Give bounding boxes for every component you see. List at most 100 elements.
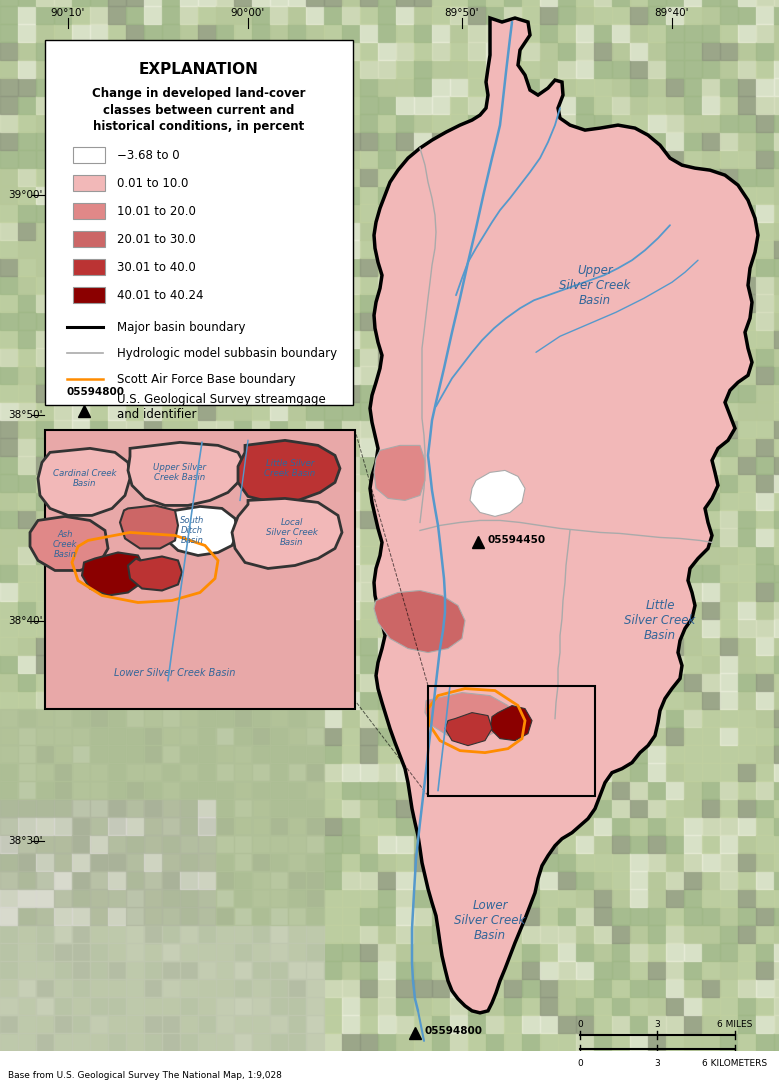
Bar <box>774 673 779 690</box>
Bar <box>306 637 324 654</box>
Bar <box>144 277 162 294</box>
Bar <box>738 366 756 384</box>
Bar <box>450 960 468 979</box>
Bar <box>738 7 756 24</box>
Bar <box>540 132 558 150</box>
Bar <box>72 511 90 528</box>
Bar <box>252 24 270 42</box>
Bar <box>324 492 342 511</box>
Bar <box>198 222 216 241</box>
Bar <box>522 150 540 168</box>
Bar <box>288 834 306 853</box>
Bar <box>468 420 486 439</box>
Bar <box>360 889 378 907</box>
Bar <box>432 475 450 492</box>
Bar <box>774 168 779 186</box>
Bar <box>18 781 36 798</box>
Bar <box>684 294 702 313</box>
Bar <box>666 709 684 726</box>
Bar <box>90 762 108 781</box>
Bar <box>234 996 252 1015</box>
Bar <box>702 925 720 943</box>
Bar <box>558 348 576 366</box>
Bar <box>522 222 540 241</box>
Bar <box>738 619 756 637</box>
Bar <box>414 547 432 564</box>
Bar <box>486 96 504 114</box>
Bar <box>73 175 105 192</box>
Bar <box>270 168 288 186</box>
Bar <box>18 762 36 781</box>
Text: 38°30': 38°30' <box>8 835 43 846</box>
Bar <box>684 1032 702 1051</box>
Bar <box>684 168 702 186</box>
Bar <box>180 475 198 492</box>
Bar <box>414 709 432 726</box>
Bar <box>144 475 162 492</box>
Bar <box>432 871 450 889</box>
Bar <box>216 907 234 925</box>
Bar <box>684 528 702 547</box>
Bar <box>450 0 468 7</box>
Bar <box>360 168 378 186</box>
Bar <box>756 222 774 241</box>
Bar <box>18 528 36 547</box>
Bar <box>414 600 432 619</box>
Bar <box>234 492 252 511</box>
Bar <box>270 979 288 996</box>
Bar <box>288 24 306 42</box>
Bar <box>54 7 72 24</box>
Bar <box>306 1015 324 1032</box>
Bar <box>684 150 702 168</box>
Bar <box>558 871 576 889</box>
Bar <box>342 528 360 547</box>
Bar <box>594 330 612 348</box>
Bar <box>306 871 324 889</box>
Bar <box>558 150 576 168</box>
Bar <box>108 798 126 817</box>
Bar <box>288 348 306 366</box>
Bar <box>198 1032 216 1051</box>
Bar <box>126 366 144 384</box>
Bar <box>36 330 54 348</box>
Bar <box>396 475 414 492</box>
Bar <box>234 817 252 834</box>
Bar <box>576 420 594 439</box>
Bar <box>216 1032 234 1051</box>
Bar <box>540 313 558 330</box>
Bar <box>612 511 630 528</box>
Bar <box>630 294 648 313</box>
Bar <box>216 745 234 762</box>
Bar <box>414 475 432 492</box>
Bar <box>162 925 180 943</box>
Bar <box>270 979 288 996</box>
Bar <box>684 654 702 673</box>
Bar <box>432 132 450 150</box>
Bar <box>180 132 198 150</box>
Bar <box>522 726 540 745</box>
Bar <box>720 7 738 24</box>
Bar <box>360 925 378 943</box>
Bar <box>288 871 306 889</box>
Bar <box>738 222 756 241</box>
Bar <box>36 781 54 798</box>
Bar <box>774 690 779 709</box>
Bar <box>126 996 144 1015</box>
Bar <box>342 222 360 241</box>
Bar <box>738 492 756 511</box>
Bar <box>360 241 378 258</box>
Bar <box>270 817 288 834</box>
Bar <box>162 781 180 798</box>
Bar <box>540 654 558 673</box>
Bar <box>468 979 486 996</box>
Bar <box>270 330 288 348</box>
Bar <box>198 330 216 348</box>
Bar <box>234 402 252 420</box>
Bar <box>72 547 90 564</box>
Bar <box>774 492 779 511</box>
Bar <box>648 60 666 78</box>
Bar <box>0 996 18 1015</box>
Bar <box>630 348 648 366</box>
Bar <box>720 996 738 1015</box>
Bar <box>180 330 198 348</box>
